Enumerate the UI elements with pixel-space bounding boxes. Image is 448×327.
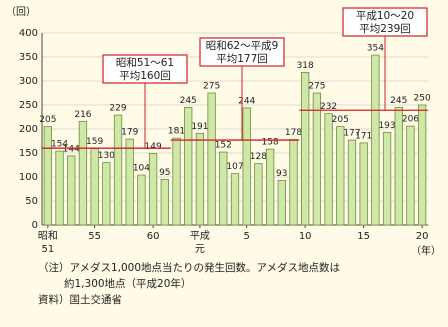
callout-text: 平均160回 (119, 70, 171, 82)
bar (230, 173, 240, 226)
callout-text: 平均239回 (359, 23, 411, 35)
bar (78, 120, 88, 226)
x-tick-label: 昭和 51 (38, 230, 58, 255)
bar (394, 107, 403, 226)
value-label: 171 (355, 131, 372, 141)
value-label: 158 (261, 138, 278, 148)
value-label: 205 (332, 115, 349, 125)
x-tick-label: 20 (416, 231, 429, 242)
bar (406, 125, 415, 226)
value-label: 193 (378, 121, 395, 131)
value-label: 130 (98, 151, 115, 161)
callout-text: 平均177回 (216, 53, 268, 65)
bar (312, 92, 322, 226)
value-label: 232 (320, 102, 337, 112)
value-label: 191 (191, 122, 208, 132)
bar (254, 163, 263, 226)
value-label: 93 (276, 169, 287, 179)
bar (359, 142, 368, 226)
value-label: 245 (390, 96, 407, 106)
y-tick-label: 0 (32, 220, 38, 231)
bar (43, 126, 52, 226)
value-label: 152 (215, 141, 232, 151)
value-label: 154 (51, 140, 68, 150)
bar (67, 155, 76, 226)
value-label: 104 (133, 164, 150, 174)
value-label: 275 (203, 82, 220, 92)
value-label: 275 (308, 82, 325, 92)
value-label: 178 (285, 128, 302, 138)
bar (102, 162, 111, 226)
bar (137, 174, 146, 226)
callout-text: 昭和51～61 (116, 57, 174, 69)
x-tick-label: 55 (88, 231, 101, 242)
callout-box (102, 54, 188, 84)
y-tick-label: 350 (19, 52, 38, 63)
bar (113, 114, 123, 226)
value-label: 181 (168, 127, 185, 137)
value-label: 107 (226, 162, 243, 172)
y-tick-label: 250 (19, 100, 38, 111)
value-label: 205 (39, 115, 56, 125)
bar (382, 131, 392, 226)
note: 約1,300地点（平成20年） (64, 277, 191, 290)
y-tick-label: 50 (25, 196, 38, 207)
value-label: 149 (145, 142, 162, 152)
value-label: 206 (402, 115, 419, 125)
bar (336, 126, 345, 226)
bar (148, 153, 158, 226)
bar (195, 132, 205, 226)
x-tick-label: 10 (299, 231, 312, 242)
x-tick-label: 60 (147, 231, 160, 242)
value-label: 250 (414, 94, 431, 104)
value-label: 128 (250, 152, 267, 162)
bar (265, 148, 275, 226)
value-label: 229 (109, 104, 126, 114)
callout-box (199, 37, 285, 67)
y-tick-label: 400 (19, 28, 38, 39)
value-label: 144 (63, 144, 80, 154)
note: 資料）国土交通省 (38, 293, 122, 306)
bar (207, 92, 216, 226)
value-label: 177 (343, 129, 360, 139)
bar (172, 137, 181, 226)
value-label: 244 (238, 96, 255, 106)
x-unit: （年） (411, 244, 441, 257)
y-tick-label: 100 (19, 172, 38, 183)
y-tick-label: 300 (19, 76, 38, 87)
bar (125, 138, 134, 226)
value-label: 318 (297, 61, 314, 71)
callout-text: 平成10～20 (356, 10, 414, 22)
bar (184, 107, 193, 226)
x-tick-label: 5 (244, 231, 250, 242)
y-unit: （回） (6, 6, 36, 18)
value-label: 216 (74, 110, 91, 120)
bar (160, 178, 169, 226)
bar (347, 139, 357, 226)
bar (242, 107, 251, 226)
bar (219, 151, 228, 226)
bar (289, 139, 298, 226)
value-label: 245 (180, 96, 197, 106)
value-label: 354 (367, 44, 384, 54)
value-label: 159 (86, 137, 103, 147)
value-label: 95 (159, 168, 170, 178)
y-tick-label: 200 (19, 124, 38, 135)
callout-box (342, 7, 428, 37)
x-tick-label: 平成元 (190, 230, 210, 255)
bar (301, 71, 310, 226)
bar (371, 54, 380, 226)
x-tick-label: 15 (357, 231, 370, 242)
bar (324, 113, 333, 226)
callout-text: 昭和62～平成9 (206, 40, 279, 52)
bar (55, 150, 64, 226)
note: （注）アメダス1,000地点当たりの発生回数。アメダス地点数は (38, 261, 340, 274)
value-label: 179 (121, 128, 138, 138)
bar (277, 179, 286, 226)
bar (418, 104, 427, 226)
y-tick-label: 150 (19, 148, 38, 159)
